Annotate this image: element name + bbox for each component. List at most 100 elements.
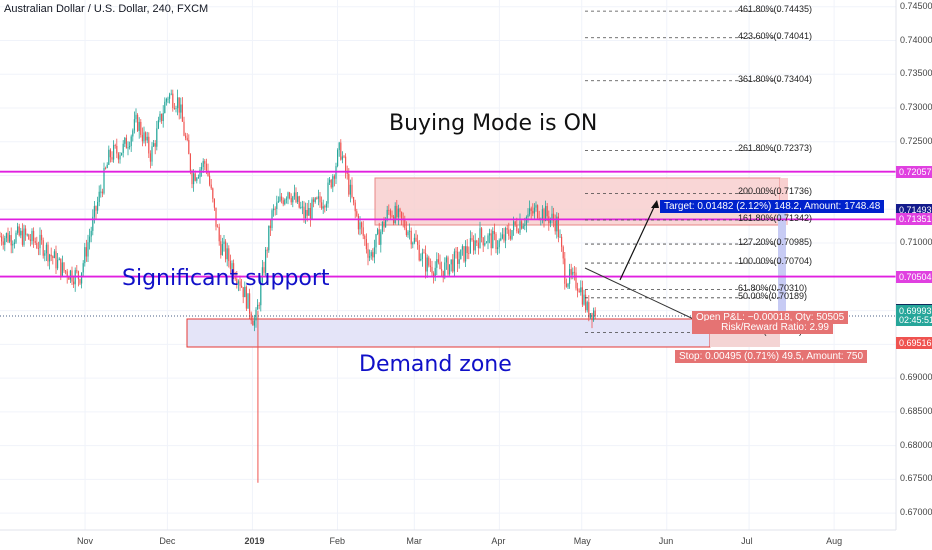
target-arrow[interactable] <box>619 204 656 281</box>
candle-body <box>186 137 188 141</box>
candle-body <box>277 201 279 203</box>
candle-body <box>457 251 459 264</box>
candle-body <box>525 217 527 225</box>
candle-body <box>217 226 219 228</box>
candle-body <box>122 143 124 153</box>
candle-body <box>5 233 7 239</box>
y-tick-label: 0.67500 <box>900 473 932 484</box>
fib-label: 100.00%(0.70704) <box>738 256 813 267</box>
candle-body <box>140 121 142 135</box>
x-tick-label: May <box>573 536 591 546</box>
candle-body <box>191 171 193 185</box>
candle-body <box>407 231 409 236</box>
x-tick-label: Mar <box>406 536 422 546</box>
candle-body <box>189 154 191 172</box>
candle-body <box>444 262 446 278</box>
candle-body <box>449 264 451 275</box>
candle-body <box>484 243 486 246</box>
candle-body <box>341 156 343 160</box>
candle-body <box>145 132 147 141</box>
candle-body <box>460 249 462 260</box>
candle-body <box>455 251 457 253</box>
price-tag: 0.69993 <box>896 305 932 318</box>
candle-body <box>233 263 235 277</box>
candle-body <box>28 234 30 240</box>
candle-body <box>428 257 430 266</box>
candle-body <box>300 207 302 208</box>
candle-body <box>415 237 417 242</box>
candle-body <box>465 246 467 262</box>
candle-body <box>570 269 572 275</box>
candle-body <box>378 229 380 245</box>
candle-body <box>359 222 361 230</box>
fib-label: 461.80%(0.74435) <box>738 4 813 15</box>
candle-body <box>220 241 222 256</box>
candle-body <box>55 251 57 269</box>
candle-body <box>57 260 59 269</box>
candle-body <box>593 310 595 321</box>
candle-body <box>533 207 535 214</box>
candle-body <box>81 272 83 284</box>
price-tag: 0.71351 <box>896 213 932 226</box>
candle-body <box>76 270 78 272</box>
candle-body <box>516 224 518 232</box>
candle-body <box>65 270 67 272</box>
candle-body <box>418 244 420 261</box>
candle-body <box>109 149 111 158</box>
candle-body <box>245 286 247 309</box>
candle-body <box>17 226 19 233</box>
candle-body <box>330 179 332 188</box>
x-tick-label: Apr <box>491 536 506 546</box>
candle-body <box>527 214 529 218</box>
candle-body <box>282 200 284 205</box>
candle-body <box>364 235 366 240</box>
candle-body <box>537 205 539 219</box>
candle-body <box>4 238 6 245</box>
candle-body <box>405 228 407 236</box>
candle-body <box>305 210 307 219</box>
candle-body <box>458 259 460 264</box>
candle-body <box>125 137 127 149</box>
candle-body <box>316 197 318 199</box>
candle-body <box>164 101 166 114</box>
candle-body <box>135 114 137 120</box>
x-tick-label: Feb <box>329 536 346 546</box>
candle-body <box>429 265 431 267</box>
trend-line[interactable] <box>584 267 703 324</box>
candle-body <box>66 271 68 278</box>
candle-body <box>161 113 163 122</box>
candle-body <box>551 213 553 219</box>
candle-body <box>541 209 543 220</box>
fib-label: 200.00%(0.71736) <box>738 186 813 197</box>
candle-body <box>12 243 14 246</box>
candle-body <box>431 266 433 274</box>
candle-body <box>98 191 100 203</box>
candle-body <box>156 128 158 147</box>
candle-body <box>532 210 534 214</box>
candle-body <box>354 202 356 212</box>
candle-body <box>228 248 230 262</box>
demand-zone <box>186 318 711 348</box>
candle-body <box>521 221 523 229</box>
candle-body <box>450 259 452 265</box>
candle-body <box>130 136 132 147</box>
candle-body <box>101 191 103 194</box>
candle-body <box>319 196 321 203</box>
candle-body <box>461 246 463 250</box>
candle-body <box>495 234 497 250</box>
candle-body <box>193 173 195 185</box>
x-tick-label: Jun <box>658 536 674 546</box>
candle-body <box>375 234 377 248</box>
candle-body <box>167 98 169 100</box>
candle-body <box>485 242 487 244</box>
candle-body <box>348 174 350 195</box>
x-tick-label: Dec <box>159 536 176 546</box>
candle-body <box>29 239 31 242</box>
candle-body <box>9 235 11 242</box>
candle-body <box>503 234 505 241</box>
candle-body <box>79 279 81 284</box>
candle-body <box>313 199 315 202</box>
profit-zone <box>778 200 786 317</box>
candle-body <box>383 221 385 228</box>
